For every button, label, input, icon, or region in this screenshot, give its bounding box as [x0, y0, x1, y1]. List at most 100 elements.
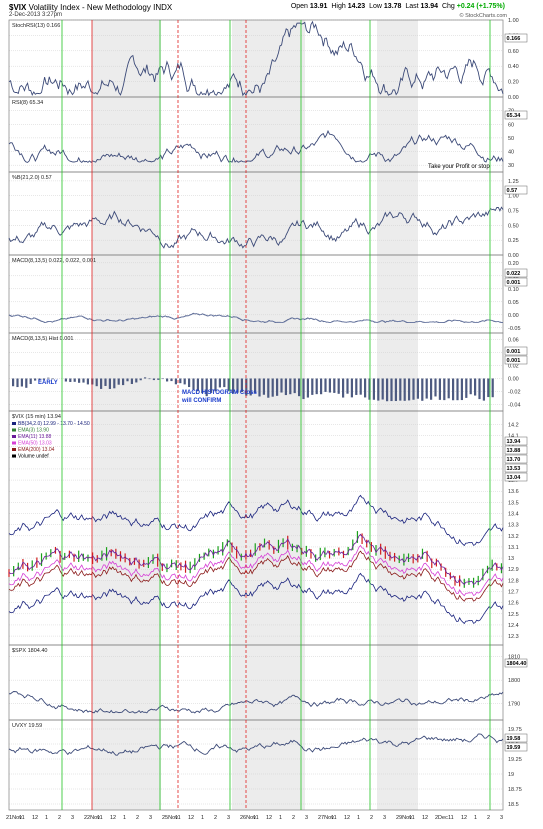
x-tick-label: 11 [253, 815, 259, 821]
indicator-line [8, 733, 504, 756]
y-tick-label: -0.05 [508, 326, 521, 332]
x-tick-label: 12 [422, 815, 428, 821]
value-badge-box [504, 436, 528, 446]
value-badge: 0.022 [507, 271, 521, 277]
title-line: $VIX Volatility Index - New Methodology … [9, 3, 172, 12]
y-tick-label: 0.20 [508, 261, 519, 267]
histogram-bar [452, 378, 455, 401]
y-tick-label: 30 [508, 163, 514, 169]
histogram-bar [412, 378, 415, 400]
y-tick-label: 1.00 [508, 194, 519, 200]
histogram-bar [280, 378, 283, 393]
legend-entry: Volume undef [18, 454, 49, 460]
panel-border [8, 719, 504, 811]
histogram-bar [399, 378, 402, 401]
histogram-bar [372, 378, 375, 400]
histogram-bar [205, 378, 208, 397]
y-tick-label: 1810 [508, 655, 520, 661]
x-tick-label: 2 [214, 815, 217, 821]
x-tick-label: 12 [461, 815, 467, 821]
x-tick-label: 1 [279, 815, 282, 821]
histogram-bar [122, 378, 125, 386]
histogram-bar [170, 378, 173, 382]
histogram-bar [38, 378, 41, 381]
histogram-bar [293, 378, 296, 394]
chg-label: Chg [441, 3, 455, 10]
x-tick-label: 2 [136, 815, 139, 821]
histogram-bar [86, 378, 89, 385]
high-label: High [331, 3, 346, 10]
histogram-bar [364, 378, 367, 398]
histogram-bar [469, 378, 472, 395]
high-value: 14.23 [347, 3, 366, 10]
y-tick-label: 0.00 [508, 253, 519, 259]
y-tick-label: 40 [508, 150, 514, 156]
value-badge-box [504, 277, 528, 287]
overlay-line [8, 550, 504, 602]
y-tick-label: 12.6 [508, 601, 519, 607]
histogram-bar [262, 378, 265, 395]
histogram-bar [342, 378, 345, 398]
value-badge-box [504, 733, 528, 743]
low-label: Low [369, 3, 382, 10]
x-tick-label: 12 [188, 815, 194, 821]
histogram-bar [337, 378, 340, 394]
chart-header: $VIX Volatility Index - New Methodology … [0, 0, 543, 22]
y-tick-label: 0.20 [508, 80, 519, 86]
day-shade [232, 20, 305, 810]
x-tick-label: 11 [19, 815, 25, 821]
panel-title: StochRSI(13) 0.166 [12, 23, 60, 29]
day-shading [92, 20, 418, 810]
y-tick-label: 14.1 [508, 434, 519, 440]
y-tick-label: 13.5 [508, 500, 519, 506]
value-badge: 13.04 [507, 475, 522, 481]
histogram-bar [16, 378, 19, 388]
histogram-bar [12, 378, 15, 387]
value-badge-box [504, 33, 528, 43]
y-tick-label: 19.75 [508, 727, 522, 733]
signal-lines [61, 20, 491, 810]
y-tick-label: 12.8 [508, 578, 519, 584]
histogram-bar [403, 378, 406, 401]
value-badge-box [504, 445, 528, 455]
histogram-bar [82, 378, 85, 383]
x-tick-label: 12 [110, 815, 116, 821]
y-tick-label: 12.9 [508, 567, 519, 573]
legend-swatch [12, 454, 16, 458]
y-tick-label: 1.25 [508, 179, 519, 185]
y-tick-label: 0.25 [508, 238, 519, 244]
histogram-bar [456, 378, 459, 401]
histogram-bar [152, 378, 155, 381]
value-badge: 13.88 [507, 448, 521, 454]
x-tick-label: 2 [487, 815, 490, 821]
panel-title: $SPX 1804.40 [12, 648, 47, 654]
value-badge: 13.70 [507, 457, 521, 463]
legend-swatch [12, 428, 16, 432]
histogram-bar [350, 378, 353, 398]
histogram-bar [183, 378, 186, 385]
indicator-line [8, 20, 504, 97]
value-badge-box [504, 658, 528, 668]
x-tick-label: 11 [97, 815, 103, 821]
histogram-bar [95, 378, 98, 387]
histogram-bar [42, 378, 45, 380]
x-tick-label: 12 [32, 815, 38, 821]
value-badge-box [504, 742, 528, 752]
legend-swatch [12, 448, 16, 451]
legend-entry: EMA(200) 13.04 [18, 447, 55, 453]
overlay-line [8, 572, 504, 625]
indicator-line [8, 691, 504, 714]
y-tick-label: 18.75 [508, 787, 522, 793]
histogram-bar [20, 378, 23, 387]
histogram-bar [64, 378, 67, 382]
histogram-bar [227, 378, 230, 391]
overlay-line [8, 544, 504, 597]
histogram-bar [434, 378, 437, 397]
overlay-line [8, 494, 504, 547]
value-badge-box [504, 454, 528, 464]
quote-line: Open 13.91 High 14.23 Low 13.78 Last 13.… [291, 3, 505, 10]
histogram-bar [258, 378, 261, 397]
x-tick-label: 3 [305, 815, 308, 821]
